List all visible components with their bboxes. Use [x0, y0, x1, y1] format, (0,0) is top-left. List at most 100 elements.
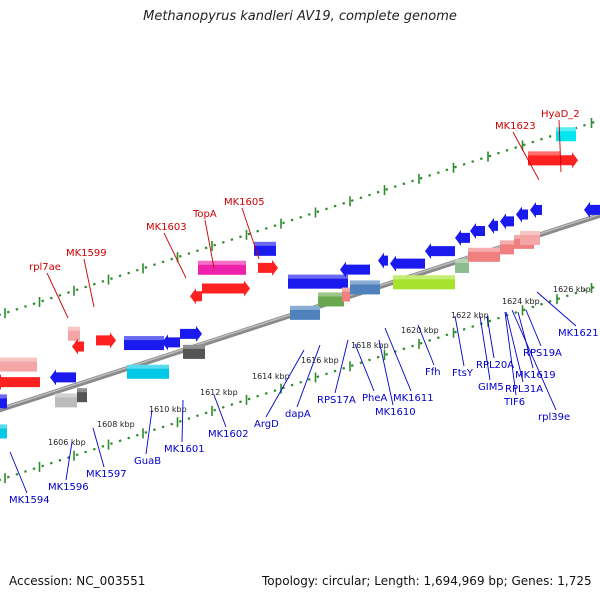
- bottom-track-dot: [15, 472, 19, 476]
- gene-box-shine: [127, 364, 169, 369]
- top-track-dot: [110, 277, 113, 281]
- gene-label-bottom: ArgD: [254, 419, 279, 430]
- gene-box-shine: [500, 240, 514, 245]
- top-track-dot: [376, 190, 380, 194]
- gene-label-bottom: GIM5: [478, 382, 504, 393]
- top-track-dot: [41, 299, 45, 303]
- gene-box: [183, 344, 205, 359]
- gene-label-bottom: MK1602: [208, 429, 249, 440]
- leader-line: [479, 315, 491, 381]
- map-title: Methanopyrus kandleri AV19, complete gen…: [143, 9, 457, 24]
- top-track-dot: [135, 268, 139, 272]
- top-track-dot: [84, 285, 88, 289]
- gene-feature: [584, 201, 600, 218]
- leader-line: [504, 311, 517, 396]
- gene-box-shine: [55, 393, 77, 398]
- bottom-track-dot: [144, 431, 148, 434]
- gene-feature: [288, 274, 348, 289]
- gene-feature: [516, 206, 528, 223]
- gene-feature: [528, 151, 560, 166]
- gene-label-bottom: RPL31A: [505, 384, 543, 395]
- leader-line: [454, 315, 465, 367]
- scale-tick-label: 1612 kbp: [200, 388, 238, 397]
- gene-label-top: rpl7ae: [29, 262, 61, 273]
- gene-feature: [390, 255, 425, 272]
- leader-line: [354, 343, 375, 392]
- gene-box-shine: [528, 151, 560, 156]
- top-track-dot: [479, 157, 483, 161]
- top-track-dot: [488, 154, 492, 158]
- gene-arrow: [516, 206, 528, 223]
- gene-feature: [0, 424, 7, 439]
- gene-box-shine: [342, 287, 350, 292]
- gene-label-bottom: MK1596: [48, 482, 89, 493]
- top-track-dot: [196, 249, 199, 253]
- bottom-track-dot: [84, 450, 88, 454]
- bottom-track-dot: [290, 383, 294, 387]
- leader-line: [65, 441, 73, 481]
- bottom-track-dot: [454, 330, 457, 334]
- gene-feature: [190, 288, 202, 305]
- bottom-track-dot: [428, 339, 432, 342]
- scale-tick-label: 1608 kbp: [97, 420, 135, 429]
- bottom-track-dot: [436, 336, 440, 340]
- bottom-track-dot: [101, 444, 105, 448]
- bottom-track-dot: [204, 411, 208, 415]
- bottom-track-dot: [531, 305, 535, 309]
- gene-box: [0, 357, 37, 372]
- leader-line: [384, 327, 412, 392]
- top-track-dot: [583, 123, 586, 127]
- bottom-track-dot: [49, 461, 53, 465]
- gene-label-bottom: FtsY: [452, 368, 474, 379]
- top-track-dot: [32, 302, 36, 306]
- gene-arrow: [190, 288, 202, 305]
- gene-box: [468, 247, 500, 262]
- top-track-dot: [342, 201, 346, 205]
- gene-box-shine: [350, 280, 380, 285]
- leader-line: [241, 207, 260, 260]
- leader-line: [83, 258, 95, 308]
- top-track-dot: [221, 240, 225, 244]
- gene-box: [528, 151, 560, 166]
- gene-arrow: [390, 255, 425, 272]
- gene-label-bottom: rpl39e: [538, 412, 570, 423]
- gene-box: [127, 364, 169, 379]
- bottom-track-dot: [342, 366, 346, 370]
- gene-feature: [393, 275, 455, 290]
- gene-label-bottom: TIF6: [503, 397, 525, 408]
- gene-arrow: [258, 259, 278, 276]
- gene-box-shine: [254, 241, 276, 246]
- leader-line: [486, 315, 495, 359]
- top-track-dot: [239, 235, 242, 239]
- gene-box-shine: [288, 274, 348, 279]
- bottom-track-dot: [368, 358, 371, 362]
- bottom-track-dot: [32, 467, 36, 471]
- leader-line: [512, 131, 540, 181]
- gene-label-top: MK1599: [66, 248, 107, 259]
- bottom-track-dot: [462, 327, 466, 331]
- top-track-dot: [213, 243, 217, 247]
- gene-arrow: [378, 252, 388, 269]
- gene-label-bottom: RPS19A: [523, 348, 562, 359]
- gene-feature: [0, 357, 37, 372]
- gene-label-bottom: RPL20A: [476, 360, 514, 371]
- top-track-dot: [282, 221, 285, 225]
- top-track-dot: [92, 282, 96, 286]
- bottom-track-dot: [127, 436, 131, 440]
- gene-arrow: [500, 213, 514, 230]
- bottom-track-dot: [419, 341, 423, 345]
- bottom-track-dot: [565, 294, 569, 298]
- gene-arrow: [584, 201, 600, 218]
- gene-label-top: HyaD_2: [541, 109, 580, 120]
- top-track-dot: [67, 291, 70, 294]
- top-track-dot: [101, 279, 105, 283]
- gene-label-top: TopA: [192, 209, 217, 220]
- gene-box-shine: [0, 357, 37, 362]
- bottom-track-dot: [170, 422, 174, 426]
- top-track-dot: [118, 274, 122, 278]
- gene-feature: [340, 261, 370, 278]
- leader-line: [204, 219, 215, 269]
- leader-line: [511, 309, 557, 411]
- gene-arrow: [72, 338, 84, 355]
